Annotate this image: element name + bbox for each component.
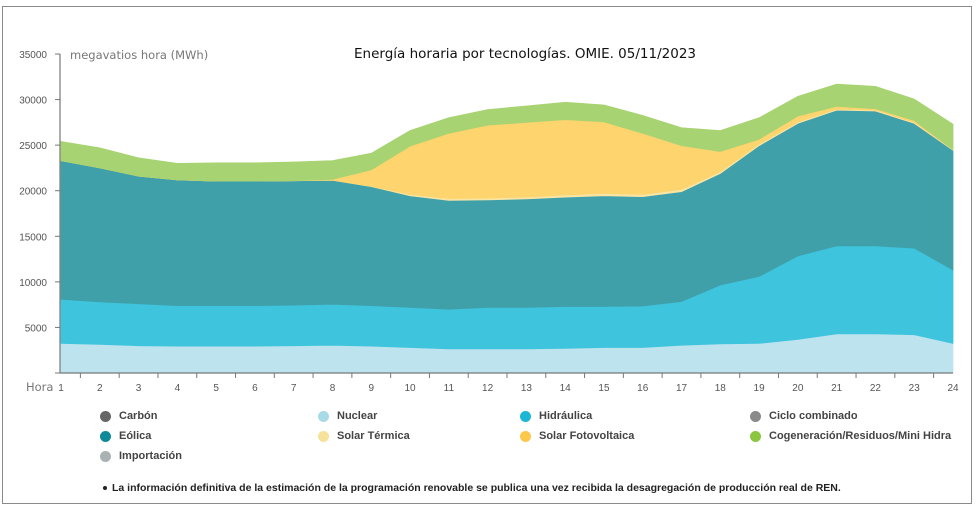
legend-dot-icon	[318, 410, 329, 422]
x-tick-label: 4	[175, 383, 181, 394]
x-tick-label: 11	[444, 383, 455, 394]
y-tick-label: 15000	[19, 232, 47, 243]
legend-item-hidraulica[interactable]: Hidráulica	[520, 410, 592, 422]
y-tick-label: 10000	[19, 278, 47, 289]
y-axis-unit-label: megavatios hora (MWh)	[70, 48, 208, 62]
legend-label: Importación	[119, 450, 182, 462]
legend-item-carbon[interactable]: Carbón	[100, 410, 158, 422]
legend-label: Ciclo combinado	[769, 410, 858, 422]
x-tick-label: 7	[291, 383, 297, 394]
legend-item-importacion[interactable]: Importación	[100, 450, 182, 462]
series-areas	[60, 83, 954, 374]
legend-dot-icon	[100, 410, 111, 422]
legend-dot-icon	[750, 410, 761, 422]
legend-dot-icon	[100, 430, 111, 442]
legend-label: Hidráulica	[539, 410, 593, 422]
y-tick-label: 20000	[19, 187, 47, 198]
x-tick-label: 15	[598, 383, 610, 394]
y-tick-label: 30000	[19, 96, 47, 107]
legend-item-eolica[interactable]: Eólica	[100, 430, 151, 442]
x-tick-label: 23	[909, 383, 921, 394]
legend-label: Solar Fotovoltaica	[539, 430, 635, 442]
x-tick-label: 17	[676, 383, 688, 394]
x-tick-label: 21	[831, 383, 843, 394]
legend-item-nuclear[interactable]: Nuclear	[318, 410, 377, 422]
x-tick-label: 8	[330, 383, 336, 394]
bullet-icon	[103, 486, 107, 491]
x-tick-label: 9	[368, 383, 374, 394]
x-tick-label: 1	[58, 383, 64, 394]
legend-item-solar-fotovoltaica[interactable]: Solar Fotovoltaica	[520, 430, 634, 442]
legend-label: Solar Térmica	[337, 430, 410, 442]
x-tick-label: 24	[947, 383, 959, 394]
legend-dot-icon	[318, 430, 329, 442]
y-tick-label: 5000	[25, 323, 48, 334]
legend-item-ciclo-combinado[interactable]: Ciclo combinado	[750, 410, 858, 422]
legend-dot-icon	[750, 430, 761, 442]
legend-item-solar-termica[interactable]: Solar Térmica	[318, 430, 410, 442]
x-axis-label: Hora	[26, 380, 53, 394]
chart-title: Energía horaria por tecnologías. OMIE. 0…	[354, 46, 696, 62]
area-cogeneracion-residuos-mini-hidra	[60, 83, 954, 182]
x-tick-label: 10	[404, 383, 416, 394]
x-tick-label: 6	[252, 383, 258, 394]
legend-dot-icon	[100, 450, 111, 462]
x-tick-label: 14	[560, 383, 572, 394]
x-tick-label: 20	[792, 383, 804, 394]
x-tick-label: 16	[637, 383, 649, 394]
x-tick-label: 19	[754, 383, 766, 394]
legend-item-cogeneracion-residuos-mini-hidra[interactable]: Cogeneración/Residuos/Mini Hidra	[750, 430, 951, 442]
legend-label: Eólica	[119, 430, 152, 442]
x-tick-label: 3	[136, 383, 142, 394]
chart-frame	[2, 6, 972, 504]
x-tick-label: 18	[715, 383, 727, 394]
x-tick-label: 13	[521, 383, 533, 394]
footnote: La información definitiva de la estimaci…	[103, 482, 841, 494]
legend-label: Nuclear	[337, 410, 378, 422]
x-tick-label: 5	[213, 383, 219, 394]
legend-dot-icon	[520, 410, 531, 422]
legend-dot-icon	[520, 430, 531, 442]
x-tick-label: 2	[97, 383, 103, 394]
legend-label: Carbón	[119, 410, 158, 422]
y-tick-label: 35000	[19, 50, 47, 61]
legend-label: Cogeneración/Residuos/Mini Hidra	[769, 430, 952, 442]
y-tick-label: 25000	[19, 141, 47, 152]
footnote-text: La información definitiva de la estimaci…	[112, 482, 841, 494]
x-tick-label: 12	[482, 383, 494, 394]
x-tick-label: 22	[870, 383, 882, 394]
